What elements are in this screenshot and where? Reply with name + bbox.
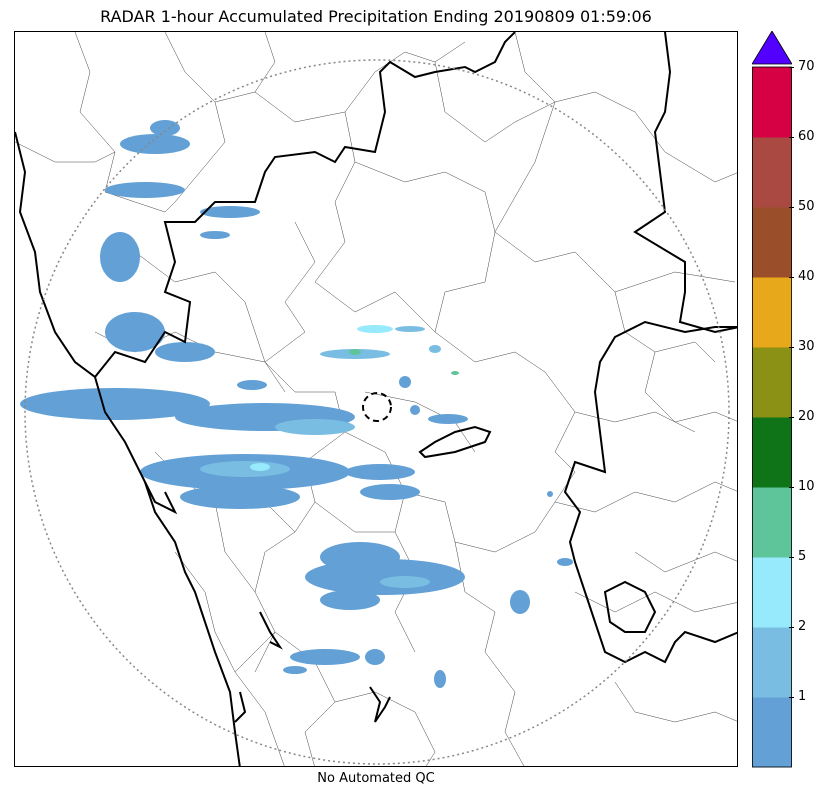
- colorbar-tick-mark: [789, 277, 794, 278]
- colorbar-tick-mark: [789, 417, 794, 418]
- colorbar-tick-mark: [789, 627, 794, 628]
- colorbar-tick-label: 40: [798, 269, 815, 284]
- colorbar-segment: [752, 417, 792, 488]
- colorbar-segment: [752, 207, 792, 278]
- colorbar-tick-mark: [789, 67, 794, 68]
- map-svg: [15, 32, 737, 766]
- colorbar: [752, 31, 792, 768]
- colorbar-segment: [752, 277, 792, 348]
- colorbar-segment: [752, 67, 792, 138]
- colorbar-extend-icon: [752, 31, 792, 65]
- footer-note: No Automated QC: [317, 771, 435, 786]
- state-boundaries: [15, 32, 737, 766]
- colorbar-tick-mark: [789, 207, 794, 208]
- range-ring-icon: [24, 59, 730, 765]
- colorbar-segments: [752, 66, 792, 768]
- colorbar-tick-label: 2: [798, 619, 807, 634]
- colorbar-segment: [752, 627, 792, 698]
- colorbar-tick-mark: [789, 697, 794, 698]
- district-boundaries: [15, 32, 737, 766]
- map-frame[interactable]: [14, 31, 738, 767]
- radar-site-icon: [362, 392, 392, 422]
- colorbar-tick-mark: [789, 347, 794, 348]
- colorbar-tick-label: 1: [798, 689, 807, 704]
- colorbar-tick-label: 30: [798, 339, 815, 354]
- colorbar-segment: [752, 347, 792, 418]
- colorbar-segment: [752, 697, 792, 768]
- colorbar-tick-label: 5: [798, 549, 807, 564]
- colorbar-tick-label: 10: [798, 479, 815, 494]
- colorbar-tick-label: 50: [798, 199, 815, 214]
- colorbar-segment: [752, 137, 792, 208]
- chart-title: RADAR 1-hour Accumulated Precipitation E…: [100, 7, 652, 26]
- colorbar-segment: [752, 487, 792, 558]
- colorbar-segment: [752, 557, 792, 628]
- colorbar-tick-label: 20: [798, 409, 815, 424]
- precip-areas: [20, 120, 573, 688]
- colorbar-tick-mark: [789, 487, 794, 488]
- colorbar-tick-mark: [789, 557, 794, 558]
- colorbar-tick-mark: [789, 137, 794, 138]
- colorbar-tick-label: 60: [798, 129, 815, 144]
- colorbar-tick-label: 70: [798, 59, 815, 74]
